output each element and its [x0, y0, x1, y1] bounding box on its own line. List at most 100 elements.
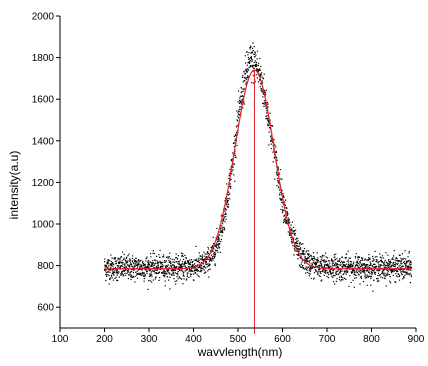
data-point: [308, 260, 311, 262]
data-point: [362, 268, 364, 270]
data-point: [271, 139, 273, 142]
data-point: [173, 274, 175, 277]
data-point: [289, 233, 291, 235]
data-point: [105, 272, 108, 274]
data-point: [136, 270, 138, 272]
data-point: [252, 82, 255, 84]
data-point: [276, 180, 279, 182]
data-point: [372, 257, 374, 259]
data-point: [325, 272, 327, 274]
data-point: [218, 237, 220, 239]
data-point: [133, 262, 135, 264]
data-point: [110, 263, 112, 265]
data-point: [263, 89, 266, 92]
data-point: [218, 243, 220, 246]
data-point: [329, 270, 331, 273]
data-point: [323, 265, 326, 267]
data-point: [251, 51, 253, 53]
data-point: [315, 262, 318, 264]
data-point: [105, 265, 107, 267]
y-tick-label: 1000: [32, 220, 55, 231]
data-point: [145, 269, 147, 271]
data-point: [384, 272, 386, 274]
data-point: [397, 270, 399, 272]
data-point: [124, 269, 126, 271]
data-point: [116, 267, 119, 269]
data-point: [378, 264, 380, 266]
data-point: [311, 267, 313, 270]
data-point: [135, 271, 137, 273]
data-point: [228, 194, 230, 196]
data-point: [357, 257, 359, 259]
data-point: [190, 273, 192, 276]
data-point: [318, 270, 320, 273]
data-point: [384, 277, 386, 279]
data-point: [328, 266, 330, 268]
data-point: [217, 243, 220, 245]
data-point: [129, 258, 131, 261]
data-point: [254, 81, 256, 83]
data-point: [190, 261, 192, 263]
data-point: [198, 257, 200, 259]
data-point: [319, 275, 321, 278]
data-point: [112, 279, 115, 281]
data-point: [368, 271, 370, 274]
data-point: [379, 265, 381, 267]
data-point: [380, 276, 382, 278]
data-point: [177, 271, 179, 273]
data-point: [236, 119, 238, 121]
data-point: [312, 267, 314, 269]
data-point: [213, 251, 215, 254]
data-point: [367, 264, 369, 266]
data-point: [386, 262, 388, 264]
data-point: [147, 288, 149, 290]
data-point: [293, 238, 295, 240]
data-point: [360, 276, 362, 278]
data-point: [121, 262, 123, 264]
data-point: [192, 270, 194, 272]
data-point: [254, 51, 256, 53]
data-point: [168, 271, 170, 273]
data-point: [307, 254, 310, 256]
data-point: [385, 285, 387, 287]
data-point: [303, 250, 305, 252]
data-point: [320, 259, 322, 261]
data-point: [352, 263, 355, 265]
data-point: [243, 71, 245, 73]
data-point: [317, 261, 319, 263]
scatter-points: [103, 42, 413, 292]
data-point: [387, 254, 389, 256]
data-point: [174, 266, 176, 269]
data-point: [121, 251, 124, 253]
data-point: [357, 259, 359, 261]
data-point: [232, 166, 234, 168]
data-point: [250, 58, 253, 60]
data-point: [381, 264, 383, 266]
data-point: [221, 229, 223, 232]
data-point: [384, 275, 386, 277]
data-point: [105, 279, 107, 282]
data-point: [368, 269, 370, 271]
data-point: [168, 266, 170, 269]
data-point: [139, 272, 141, 274]
data-point: [166, 271, 168, 273]
data-point: [272, 151, 274, 153]
data-point: [389, 276, 391, 278]
data-point: [223, 226, 225, 228]
data-point: [118, 265, 120, 267]
data-point: [110, 254, 112, 256]
data-point: [144, 268, 146, 271]
data-point: [252, 50, 254, 52]
data-point: [240, 101, 242, 103]
data-point: [148, 267, 150, 269]
data-point: [407, 265, 410, 267]
data-point: [243, 88, 246, 90]
data-point: [399, 269, 402, 271]
data-point: [180, 263, 183, 265]
data-point: [389, 261, 391, 264]
data-point: [347, 250, 349, 252]
data-point: [122, 270, 124, 272]
data-point: [212, 236, 214, 238]
data-point: [279, 198, 281, 200]
data-point: [370, 271, 373, 273]
